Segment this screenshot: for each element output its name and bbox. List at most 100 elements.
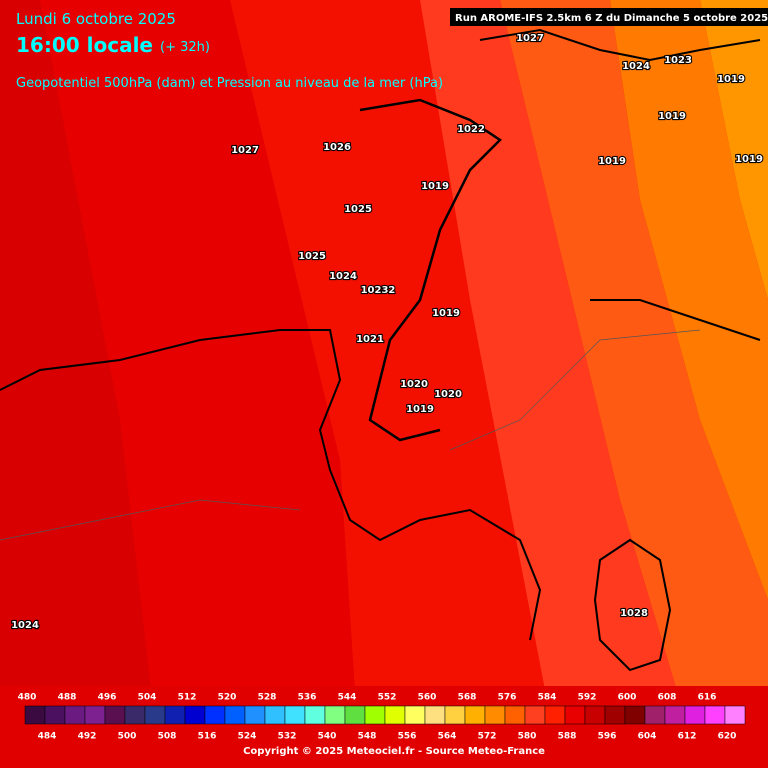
scale-swatch: [624, 705, 646, 725]
scale-swatch: [244, 705, 266, 725]
scale-label: 532: [278, 732, 297, 742]
scale-swatch: [184, 705, 206, 725]
scale-swatch: [504, 705, 526, 725]
scale-swatch: [344, 705, 366, 725]
scale-label: 572: [478, 732, 497, 742]
pressure-label: 1024: [329, 271, 357, 282]
band: [40, 0, 360, 768]
scale-label: 560: [418, 693, 437, 703]
pressure-label: 1027: [516, 33, 544, 44]
scale-swatch: [604, 705, 626, 725]
scale-label: 540: [318, 732, 337, 742]
scale-label: 592: [578, 693, 597, 703]
date: Lundi 6 octobre 2025: [16, 10, 176, 28]
scale-swatch: [364, 705, 386, 725]
scale-swatch: [84, 705, 106, 725]
scale-label: 516: [198, 732, 217, 742]
scale-label: 556: [398, 732, 417, 742]
pressure-label: 1027: [231, 145, 259, 156]
pressure-label: 1020: [400, 379, 428, 390]
scale-label: 616: [698, 693, 717, 703]
pressure-label: 1019: [598, 156, 626, 167]
scale-swatch: [204, 705, 226, 725]
pressure-label: 1021: [356, 334, 384, 345]
run-box: [450, 8, 768, 26]
pressure-label: 1024: [622, 61, 650, 72]
pressure-label: 1019: [717, 74, 745, 85]
scale-label: 480: [18, 693, 37, 703]
pressure-label: 1028: [620, 608, 648, 619]
scale-swatch: [64, 705, 86, 725]
scale-label: 564: [438, 732, 457, 742]
scale-label: 600: [618, 693, 637, 703]
copyright: Copyright © 2025 Meteociel.fr - Source M…: [243, 746, 545, 757]
scale-swatch: [164, 705, 186, 725]
scale-swatch: [564, 705, 586, 725]
scale-label: 576: [498, 693, 517, 703]
legend-bg: [0, 686, 768, 768]
pressure-label: 1019: [658, 111, 686, 122]
pressure-label: 1020: [434, 389, 462, 400]
scale-swatch: [524, 705, 546, 725]
scale-label: 568: [458, 693, 477, 703]
scale-swatch: [24, 705, 46, 725]
scale-swatch: [304, 705, 326, 725]
scale-label: 500: [118, 732, 137, 742]
coastline: [479, 28, 761, 62]
scale-label: 596: [598, 732, 617, 742]
scale-label: 536: [298, 693, 317, 703]
pressure-label: 1019: [432, 308, 460, 319]
pressure-label: 1019: [421, 181, 449, 192]
scale-label: 504: [138, 693, 157, 703]
scale-label: 608: [658, 693, 677, 703]
coastlines: [0, 28, 761, 672]
pressure-labels: 1027 1024 1023 1019 1019 1022 1027 1026 1019 1019…: [10, 32, 764, 632]
coastline: [359, 98, 502, 442]
scale-label: 492: [78, 732, 97, 742]
scale-swatch: [384, 705, 406, 725]
scale-label: 588: [558, 732, 577, 742]
border: [0, 329, 701, 541]
band: [420, 0, 700, 768]
scale-label: 488: [58, 693, 77, 703]
band: [700, 0, 768, 300]
lead: (+ 32h): [160, 40, 210, 55]
pressure-label: 1025: [344, 204, 372, 215]
pressure-label: 1023: [664, 55, 692, 66]
scale-swatch: [664, 705, 686, 725]
pressure-label: 10232: [361, 285, 396, 296]
scale-label: 520: [218, 693, 237, 703]
band: [500, 0, 768, 768]
scale-swatch: [724, 705, 746, 725]
band: [610, 0, 768, 600]
scale-swatch: [444, 705, 466, 725]
scale-swatch: [424, 705, 446, 725]
scale-swatch: [644, 705, 666, 725]
band: [230, 0, 560, 768]
pressure-label: 1024: [11, 620, 39, 631]
time: 16:00 locale: [16, 33, 153, 57]
scale-swatch: [104, 705, 126, 725]
scale-label: 496: [98, 693, 117, 703]
scale-label: 552: [378, 693, 397, 703]
scale-swatch: [284, 705, 306, 725]
scale-label: 584: [538, 693, 557, 703]
coastline: [0, 329, 542, 641]
scale-label: 620: [718, 732, 737, 742]
scale-label: 508: [158, 732, 177, 742]
scale-swatch: [124, 705, 146, 725]
pressure-label: 1026: [323, 142, 351, 153]
scale-swatch: [464, 705, 486, 725]
scale-swatch: [704, 705, 726, 725]
scale-swatch: [684, 705, 706, 725]
scale-label: 484: [38, 732, 57, 742]
island: [593, 538, 672, 672]
scale-swatch: [264, 705, 286, 725]
scale-swatch: [224, 705, 246, 725]
color-scale: 480 484 488 492 496 500 504 508 512 516 520 524 528 5…: [18, 693, 746, 742]
pressure-label: 1019: [735, 154, 763, 165]
scale-swatch: [44, 705, 66, 725]
scale-swatch: [484, 705, 506, 725]
